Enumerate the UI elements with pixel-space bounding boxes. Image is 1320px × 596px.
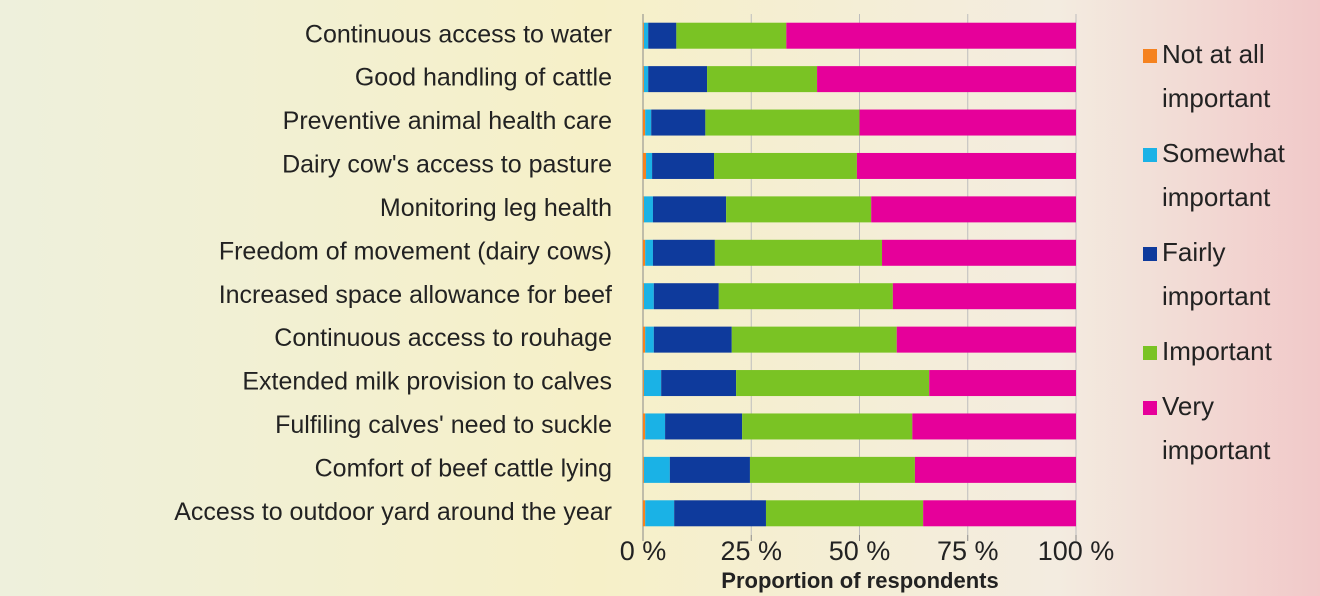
bar-segment bbox=[882, 240, 1076, 266]
y-tick-label: Access to outdoor yard around the year bbox=[174, 498, 612, 526]
bar-segment bbox=[817, 66, 1076, 92]
bar-segment bbox=[726, 196, 871, 222]
x-tick-label: 25 % bbox=[720, 536, 782, 566]
bar-segment bbox=[674, 500, 766, 526]
bar-segment bbox=[643, 283, 644, 309]
bar-segment bbox=[644, 196, 653, 222]
legend-swatch bbox=[1143, 346, 1157, 360]
bar-segment bbox=[912, 413, 1076, 439]
bar-segment bbox=[643, 23, 644, 49]
chart: Proportion of respondents 0 % 25 % 50 % 75 … bbox=[0, 0, 1320, 596]
bar-segment bbox=[736, 370, 929, 396]
legend-swatch bbox=[1143, 148, 1157, 162]
bar-segment bbox=[860, 110, 1077, 136]
bar-segment bbox=[653, 240, 715, 266]
bar-segment bbox=[644, 370, 661, 396]
bar-segment bbox=[653, 196, 726, 222]
bar-segment bbox=[670, 457, 750, 483]
y-tick-label: Good handling of cattle bbox=[355, 64, 612, 92]
bar-segment bbox=[645, 413, 665, 439]
bar-segment bbox=[915, 457, 1076, 483]
bar-segment bbox=[645, 327, 654, 353]
bar-segment bbox=[923, 500, 1076, 526]
bar-segment bbox=[893, 283, 1076, 309]
bar-segment bbox=[643, 457, 644, 483]
bar-segment bbox=[643, 240, 645, 266]
y-tick-label: Increased space allowance for beef bbox=[219, 281, 612, 309]
x-tick-label: 0 % bbox=[620, 536, 667, 566]
bar-segment bbox=[644, 457, 670, 483]
y-tick-label: Comfort of beef cattle lying bbox=[315, 454, 612, 482]
bar-segment bbox=[644, 23, 648, 49]
bar-segment bbox=[646, 153, 652, 179]
bar-segment bbox=[643, 327, 645, 353]
bar-segment bbox=[766, 500, 923, 526]
x-tick-label: 100 % bbox=[1038, 536, 1115, 566]
y-tick-label: Preventive animal health care bbox=[283, 107, 612, 135]
bar-segment bbox=[654, 283, 719, 309]
bar-segment bbox=[643, 370, 644, 396]
bar-segment bbox=[929, 370, 1076, 396]
y-tick-label: Dairy cow's access to pasture bbox=[282, 151, 612, 179]
bar-segment bbox=[732, 327, 897, 353]
legend-label: Important bbox=[1162, 336, 1273, 366]
bar-segment bbox=[643, 413, 645, 439]
bar-segment bbox=[645, 240, 653, 266]
bar-segment bbox=[661, 370, 736, 396]
bar-segment bbox=[648, 66, 707, 92]
bar-segment bbox=[715, 240, 882, 266]
bar-segment bbox=[707, 66, 817, 92]
bar-segment bbox=[643, 196, 644, 222]
bar-segment bbox=[645, 500, 674, 526]
bar-segment bbox=[705, 110, 859, 136]
bar-segment bbox=[648, 23, 676, 49]
bar-segment bbox=[654, 327, 732, 353]
bar-segment bbox=[786, 23, 1076, 49]
y-tick-label: Fulfiling calves' need to suckle bbox=[275, 411, 612, 439]
bar-segment bbox=[643, 500, 645, 526]
bar-segment bbox=[652, 153, 714, 179]
x-axis-title: Proportion of respondents bbox=[721, 568, 998, 593]
bar-segment bbox=[714, 153, 857, 179]
bar-segment bbox=[643, 66, 644, 92]
legend-swatch bbox=[1143, 49, 1157, 63]
bar-segment bbox=[857, 153, 1076, 179]
bar-segment bbox=[676, 23, 786, 49]
y-tick-label: Continuous access to rouhage bbox=[274, 324, 612, 352]
y-tick-label: Continuous access to water bbox=[305, 20, 612, 48]
bar-segment bbox=[742, 413, 912, 439]
bar-segment bbox=[871, 196, 1076, 222]
bar-segment bbox=[645, 110, 651, 136]
bar-segment bbox=[719, 283, 893, 309]
bar-segment bbox=[665, 413, 742, 439]
x-tick-label: 50 % bbox=[829, 536, 891, 566]
bar-segment bbox=[750, 457, 915, 483]
bar-segment bbox=[643, 153, 646, 179]
legend-swatch bbox=[1143, 401, 1157, 415]
bar-segment bbox=[897, 327, 1076, 353]
bar-segment bbox=[651, 110, 705, 136]
bar-segment bbox=[643, 110, 645, 136]
x-tick-label: 75 % bbox=[937, 536, 999, 566]
y-tick-label: Extended milk provision to calves bbox=[242, 368, 612, 396]
bar-segment bbox=[644, 283, 654, 309]
y-tick-label: Monitoring leg health bbox=[380, 194, 612, 222]
y-tick-label: Freedom of movement (dairy cows) bbox=[219, 237, 612, 265]
legend-swatch bbox=[1143, 247, 1157, 261]
bar-segment bbox=[644, 66, 648, 92]
